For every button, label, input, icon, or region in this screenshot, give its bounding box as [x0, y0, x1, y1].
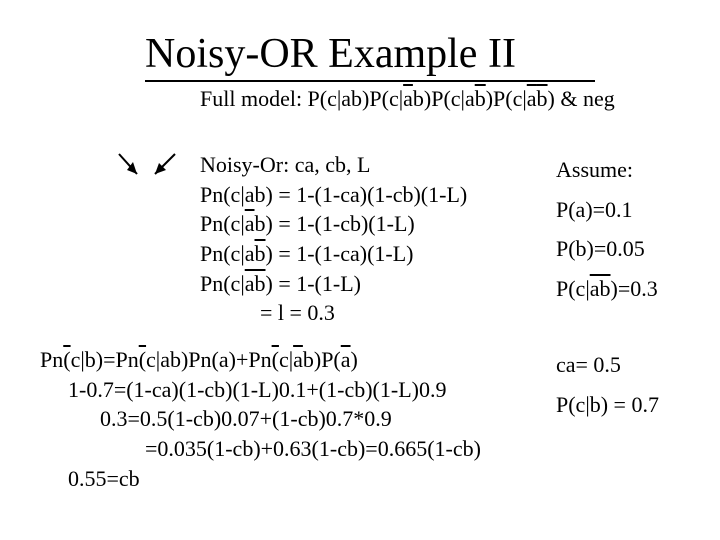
ov: (	[139, 347, 146, 372]
line: Noisy-Or: ca, cb, L	[200, 150, 467, 180]
t: c|b)=Pn	[71, 347, 139, 372]
subtitle-text: ) & neg	[548, 86, 615, 111]
assume-heading: Assume:	[556, 150, 658, 190]
overline-b: b	[255, 241, 266, 266]
line: Pn(c|ab) = 1-(1-ca)(1-L)	[200, 239, 467, 269]
t: b)P(	[303, 347, 341, 372]
overline-b: b	[537, 86, 548, 111]
line: 0.55=cb	[40, 464, 481, 494]
assume-b: P(b)=0.05	[556, 229, 658, 269]
t: b) = 1-(1-cb)(1-L)	[255, 211, 415, 236]
line: 0.3=0.5(1-cb)0.07+(1-cb)0.7*0.9	[40, 404, 481, 434]
t: P(c|	[556, 276, 590, 301]
subtitle-text: )P(c|	[486, 86, 527, 111]
line: Pn(c|ab) = 1-(1-ca)(1-cb)(1-L)	[200, 180, 467, 210]
line: 1-0.7=(1-ca)(1-cb)(1-L)0.1+(1-cb)(1-L)0.…	[40, 375, 481, 405]
ov: (	[63, 347, 70, 372]
t: ) = 1-(1-ca)(1-L)	[266, 241, 414, 266]
assume-block: Assume: P(a)=0.1 P(b)=0.05 P(c|ab)=0.3	[556, 150, 658, 308]
derivation-block: Pn(c|b)=Pn(c|ab)Pn(a)+Pn(c|ab)P(a) 1-0.7…	[40, 345, 481, 493]
ca-value: ca= 0.5	[556, 345, 659, 385]
t: Pn(c|	[200, 271, 245, 296]
t: Pn(c|	[200, 211, 245, 236]
results-block: ca= 0.5 P(c|b) = 0.7	[556, 345, 659, 424]
t: c|ab)Pn(a)+Pn	[146, 347, 272, 372]
arrows-icon	[115, 150, 185, 190]
overline-ab: ab	[590, 276, 611, 301]
overline-a: a	[341, 347, 351, 372]
line: = l = 0.3	[200, 298, 467, 328]
title-underline	[145, 80, 595, 82]
t: c|	[279, 347, 293, 372]
line: Pn(c|ab) = 1-(1-L)	[200, 269, 467, 299]
assume-c: P(c|ab)=0.3	[556, 269, 658, 309]
overline-ab: ab	[245, 271, 266, 296]
ov: (	[272, 347, 279, 372]
subtitle-text: b)P(c|a	[413, 86, 475, 111]
assume-a: P(a)=0.1	[556, 190, 658, 230]
overline-a: a	[403, 86, 413, 111]
t: )=0.3	[611, 276, 658, 301]
noisy-or-block: Noisy-Or: ca, cb, L Pn(c|ab) = 1-(1-ca)(…	[200, 150, 467, 328]
line: Pn(c|ab) = 1-(1-cb)(1-L)	[200, 209, 467, 239]
t: )	[351, 347, 358, 372]
t: Pn(c|a	[200, 241, 255, 266]
overline-a: a	[293, 347, 303, 372]
overline-a: a	[245, 211, 255, 236]
subtitle-text: Full model: P(c|ab)P(c|	[200, 86, 403, 111]
overline-b: b	[475, 86, 486, 111]
overline-a: a	[527, 86, 537, 111]
t: ) = 1-(1-L)	[266, 271, 361, 296]
subtitle: Full model: P(c|ab)P(c|ab)P(c|ab)P(c|ab)…	[200, 86, 615, 112]
line: Pn(c|b)=Pn(c|ab)Pn(a)+Pn(c|ab)P(a)	[40, 345, 481, 375]
pcb-value: P(c|b) = 0.7	[556, 385, 659, 425]
t: Pn	[40, 347, 63, 372]
line: =0.035(1-cb)+0.63(1-cb)=0.665(1-cb)	[40, 434, 481, 464]
page-title: Noisy-OR Example II	[145, 30, 516, 78]
